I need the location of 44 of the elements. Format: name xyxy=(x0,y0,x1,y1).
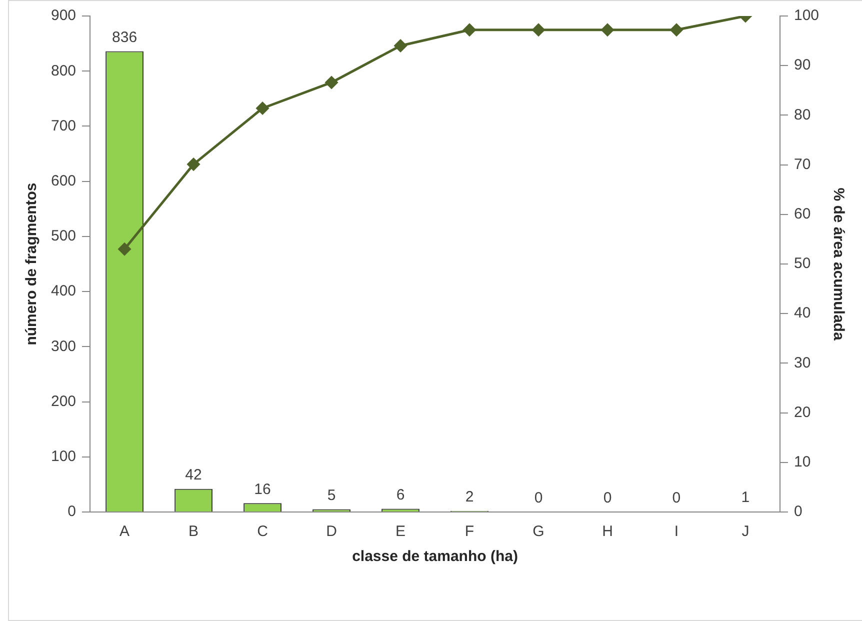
data-label: 16 xyxy=(254,480,271,498)
y2-tick-label: 30 xyxy=(794,354,811,372)
y-tick-label: 400 xyxy=(50,282,76,300)
data-label: 1 xyxy=(741,489,750,506)
y-tick-label: 700 xyxy=(50,117,76,134)
x-tick-label: F xyxy=(464,523,474,540)
y-tick-label: 0 xyxy=(68,503,76,520)
x-axis-title: classe de tamanho (ha) xyxy=(352,548,518,566)
y2-tick-label: 100 xyxy=(794,7,820,24)
y-tick-label: 900 xyxy=(50,7,76,24)
data-label: 0 xyxy=(603,490,612,507)
x-tick-label: E xyxy=(395,523,406,540)
data-label: 0 xyxy=(534,490,543,507)
x-tick-label: D xyxy=(326,523,338,540)
y-tick-label: 600 xyxy=(50,172,76,190)
y-tick-label: 200 xyxy=(50,392,76,410)
y2-tick-label: 50 xyxy=(794,255,811,272)
y2-tick-label: 10 xyxy=(794,454,811,471)
y-tick-label: 800 xyxy=(50,62,76,80)
x-tick-label: C xyxy=(257,523,268,540)
y2-tick-label: 20 xyxy=(794,404,811,421)
y-tick-label: 100 xyxy=(50,448,76,466)
y2-tick-label: 60 xyxy=(794,206,811,223)
y-tick-label: 300 xyxy=(50,338,76,355)
x-tick-label: J xyxy=(742,523,750,540)
y2-axis-title: % de área acumulada xyxy=(830,188,847,341)
x-tick-label: H xyxy=(602,523,613,540)
data-label: 6 xyxy=(396,486,405,504)
y-tick-label: 500 xyxy=(50,228,76,245)
x-tick-label: G xyxy=(532,523,544,540)
data-label: 5 xyxy=(327,486,336,504)
y2-tick-label: 40 xyxy=(794,304,811,322)
y-axis-title: número de fragmentos xyxy=(23,182,40,346)
data-label: 0 xyxy=(672,490,681,507)
x-tick-label: I xyxy=(674,523,679,540)
y2-tick-label: 90 xyxy=(794,56,811,74)
data-label: 42 xyxy=(185,466,202,484)
y2-tick-label: 70 xyxy=(794,156,811,173)
data-label: 836 xyxy=(112,28,138,46)
y2-tick-label: 0 xyxy=(794,503,802,520)
data-label: 2 xyxy=(465,488,474,506)
x-tick-label: B xyxy=(188,523,199,540)
x-tick-label: A xyxy=(120,523,130,540)
y2-tick-label: 80 xyxy=(794,106,811,124)
